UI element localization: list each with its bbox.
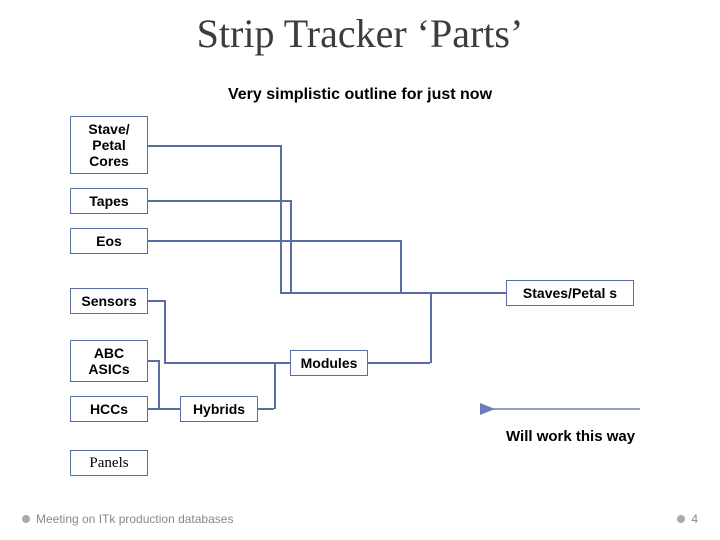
connector-hybrids-modules-h2 <box>274 362 290 364</box>
flow-arrow <box>480 400 650 420</box>
box-tapes: Tapes <box>70 188 148 214</box>
connector-hybrids-modules-v <box>274 362 276 409</box>
box-eos: Eos <box>70 228 148 254</box>
box-staves: Staves/Petal s <box>506 280 634 306</box>
connector-modules-staves-h1 <box>368 362 430 364</box>
bullet-icon <box>677 515 685 523</box>
connector-modules-staves-v <box>430 292 432 363</box>
connector-abc-hybrids-v <box>158 360 160 408</box>
box-sensors: Sensors <box>70 288 148 314</box>
box-cores: Stave/ Petal Cores <box>70 116 148 174</box>
connector-sensors-modules-h2 <box>164 362 290 364</box>
connector-hybrids-modules-h1 <box>258 408 274 410</box>
connector-eos-staves-h1 <box>148 240 400 242</box>
page-number: 4 <box>691 512 698 526</box>
footer-left-text: Meeting on ITk production databases <box>36 512 233 526</box>
box-hccs: HCCs <box>70 396 148 422</box>
box-panels: Panels <box>70 450 148 476</box>
connector-modules-staves-h2 <box>430 292 506 294</box>
connector-abc-hybrids-h1 <box>148 360 158 362</box>
flow-note: Will work this way <box>506 428 635 445</box>
connector-sensors-modules-v <box>164 300 166 362</box>
box-abc: ABC ASICs <box>70 340 148 382</box>
connector-sensors-modules-h1 <box>148 300 164 302</box>
bullet-icon <box>22 515 30 523</box>
footer-right: 4 <box>677 512 698 526</box>
box-hybrids: Hybrids <box>180 396 258 422</box>
connector-tapes-staves-v <box>290 200 292 293</box>
connector-cores-staves-h1 <box>148 145 280 147</box>
connector-tapes-staves-h1 <box>148 200 290 202</box>
connector-cores-staves-v <box>280 145 282 293</box>
box-modules: Modules <box>290 350 368 376</box>
slide-title: Strip Tracker ‘Parts’ <box>0 10 720 57</box>
connector-eos-staves-v <box>400 240 402 293</box>
slide-subtitle: Very simplistic outline for just now <box>0 86 720 104</box>
footer-left: Meeting on ITk production databases <box>22 512 233 526</box>
connector-hccs-hybrids <box>148 408 180 410</box>
